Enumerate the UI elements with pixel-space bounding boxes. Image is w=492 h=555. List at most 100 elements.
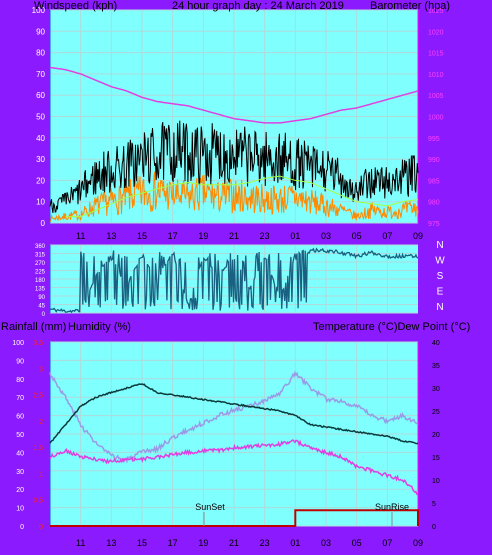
wind-direction-series <box>50 247 419 314</box>
wind-x-tick-label: 15 <box>137 231 147 241</box>
barometer-y-tick-label: 1005 <box>428 93 444 100</box>
wind-gust-series <box>49 120 419 214</box>
wind-direction-y-tick-label: 225 <box>35 270 46 276</box>
wind-y-tick-label: 80 <box>36 49 45 58</box>
temperature-x-tick-label: 23 <box>260 538 270 548</box>
humidity-axis-title: Humidity (%) <box>68 321 131 333</box>
barometer-y-tick-label: 1015 <box>428 51 444 58</box>
wind-direction-compass-label: S <box>437 271 444 282</box>
rainfall-axis-title: Rainfall (mm) <box>1 321 67 333</box>
wind-direction-y-tick-label: 45 <box>38 304 45 310</box>
wind-direction-y-tick-label: 270 <box>35 261 46 267</box>
wind-direction-compass-label: N <box>436 302 443 313</box>
wind-direction-compass-label: W <box>435 256 445 267</box>
temperature-dewpoint-axis-title: Temperature (°C)Dew Point (°C) <box>313 321 471 333</box>
rainfall-y-tick-label: 1 <box>39 471 43 478</box>
temperature-y-tick-label: 15 <box>432 455 440 462</box>
rainfall-y-tick-label: 1.5 <box>33 445 43 452</box>
wind-direction-compass-label: N <box>436 240 443 251</box>
temperature-y-tick-label: 30 <box>432 386 440 393</box>
wind-direction-y-tick-label: 135 <box>35 287 46 293</box>
wind-x-tick-label: 01 <box>290 231 300 241</box>
barometer-y-tick-label: 995 <box>428 136 440 143</box>
rainfall-y-tick-label: 3 <box>39 366 43 373</box>
temperature-x-tick-label: 01 <box>290 538 300 548</box>
sunrise-annotation: SunRise <box>375 502 409 512</box>
rainfall-series <box>50 509 419 527</box>
wind-x-tick-label: 05 <box>352 231 362 241</box>
wind-y-tick-label: 90 <box>36 27 45 36</box>
wind-direction-compass-label: E <box>437 287 444 298</box>
wind-x-tick-label: 17 <box>168 231 178 241</box>
wind-trend-series <box>65 175 419 218</box>
humidity-y-tick-label: 10 <box>16 506 24 513</box>
rainfall-y-tick-label: 3.5 <box>33 340 43 347</box>
humidity-y-tick-label: 80 <box>16 377 24 384</box>
chart-title: 24 hour graph day : 24 March 2019 <box>172 0 344 12</box>
temperature-y-tick-label: 40 <box>432 340 440 347</box>
wind-x-tick-label: 11 <box>76 231 85 241</box>
wind-x-tick-label: 13 <box>106 231 116 241</box>
temperature-x-tick-label: 07 <box>382 538 392 548</box>
humidity-y-tick-label: 40 <box>16 450 24 457</box>
wind-y-tick-label: 20 <box>36 176 45 185</box>
temperature-y-tick-label: 20 <box>432 432 440 439</box>
wind-y-tick-label: 70 <box>36 70 45 79</box>
temperature-y-tick-label: 10 <box>432 478 440 485</box>
temperature-x-tick-label: 09 <box>413 538 423 548</box>
temperature-y-tick-label: 5 <box>432 501 436 508</box>
wind-x-tick-label: 21 <box>229 231 239 241</box>
rainfall-y-tick-label: 2.5 <box>33 393 43 400</box>
barometer-y-tick-label: 1010 <box>428 72 444 79</box>
humidity-y-tick-label: 50 <box>16 432 24 439</box>
barometer-y-tick-label: 985 <box>428 178 440 185</box>
wind-y-tick-label: 10 <box>36 198 45 207</box>
barometer-y-tick-label: 975 <box>428 221 440 228</box>
sunset-annotation: SunSet <box>195 502 225 512</box>
windspeed-axis-title: Windspeed (kph) <box>34 0 118 12</box>
temperature-x-tick-label: 05 <box>352 538 362 548</box>
barometer-y-tick-label: 980 <box>428 200 440 207</box>
wind-x-tick-label: 19 <box>198 231 208 241</box>
wind-y-tick-label: 100 <box>32 6 46 15</box>
temperature-x-tick-label: 03 <box>321 538 331 548</box>
wind-y-tick-label: 40 <box>36 134 45 143</box>
humidity-y-tick-label: 20 <box>16 487 24 494</box>
wind-direction-y-tick-label: 0 <box>42 312 46 318</box>
wind-average-series <box>49 171 419 222</box>
temperature-x-tick-label: 17 <box>168 538 178 548</box>
humidity-y-tick-label: 100 <box>12 340 24 347</box>
barometer-y-tick-label: 990 <box>428 157 440 164</box>
wind-y-tick-label: 60 <box>36 91 45 100</box>
rainfall-y-tick-label: 2 <box>39 419 43 426</box>
wind-direction-y-tick-label: 315 <box>35 253 46 259</box>
rainfall-y-tick-label: 0 <box>39 524 43 531</box>
barometer-y-tick-label: 1020 <box>428 29 444 36</box>
humidity-y-tick-label: 30 <box>16 469 24 476</box>
temperature-y-tick-label: 25 <box>432 409 440 416</box>
wind-x-tick-label: 23 <box>260 231 270 241</box>
humidity-y-tick-label: 70 <box>16 395 24 402</box>
barometer-series <box>49 66 419 124</box>
wind-direction-y-tick-label: 90 <box>38 295 45 301</box>
wind-x-tick-label: 03 <box>321 231 331 241</box>
humidity-y-tick-label: 90 <box>16 358 24 365</box>
humidity-y-tick-label: 0 <box>20 524 24 531</box>
temperature-x-tick-label: 19 <box>198 538 208 548</box>
humidity-y-tick-label: 60 <box>16 414 24 421</box>
barometer-axis-title: Barometer (hpa) <box>370 0 451 12</box>
temperature-x-tick-label: 15 <box>137 538 147 548</box>
temperature-y-tick-label: 35 <box>432 363 440 370</box>
wind-direction-y-tick-label: 360 <box>35 244 46 250</box>
humidity-series <box>49 370 419 464</box>
temperature-x-tick-label: 21 <box>229 538 239 548</box>
rainfall-y-tick-label: 0.5 <box>33 498 43 505</box>
temperature-x-tick-label: 11 <box>76 538 85 548</box>
temperature-series <box>49 383 419 445</box>
wind-direction-y-tick-label: 180 <box>35 278 46 284</box>
wind-y-tick-label: 0 <box>41 219 46 228</box>
wind-y-tick-label: 50 <box>36 113 45 122</box>
wind-x-tick-label: 07 <box>382 231 392 241</box>
